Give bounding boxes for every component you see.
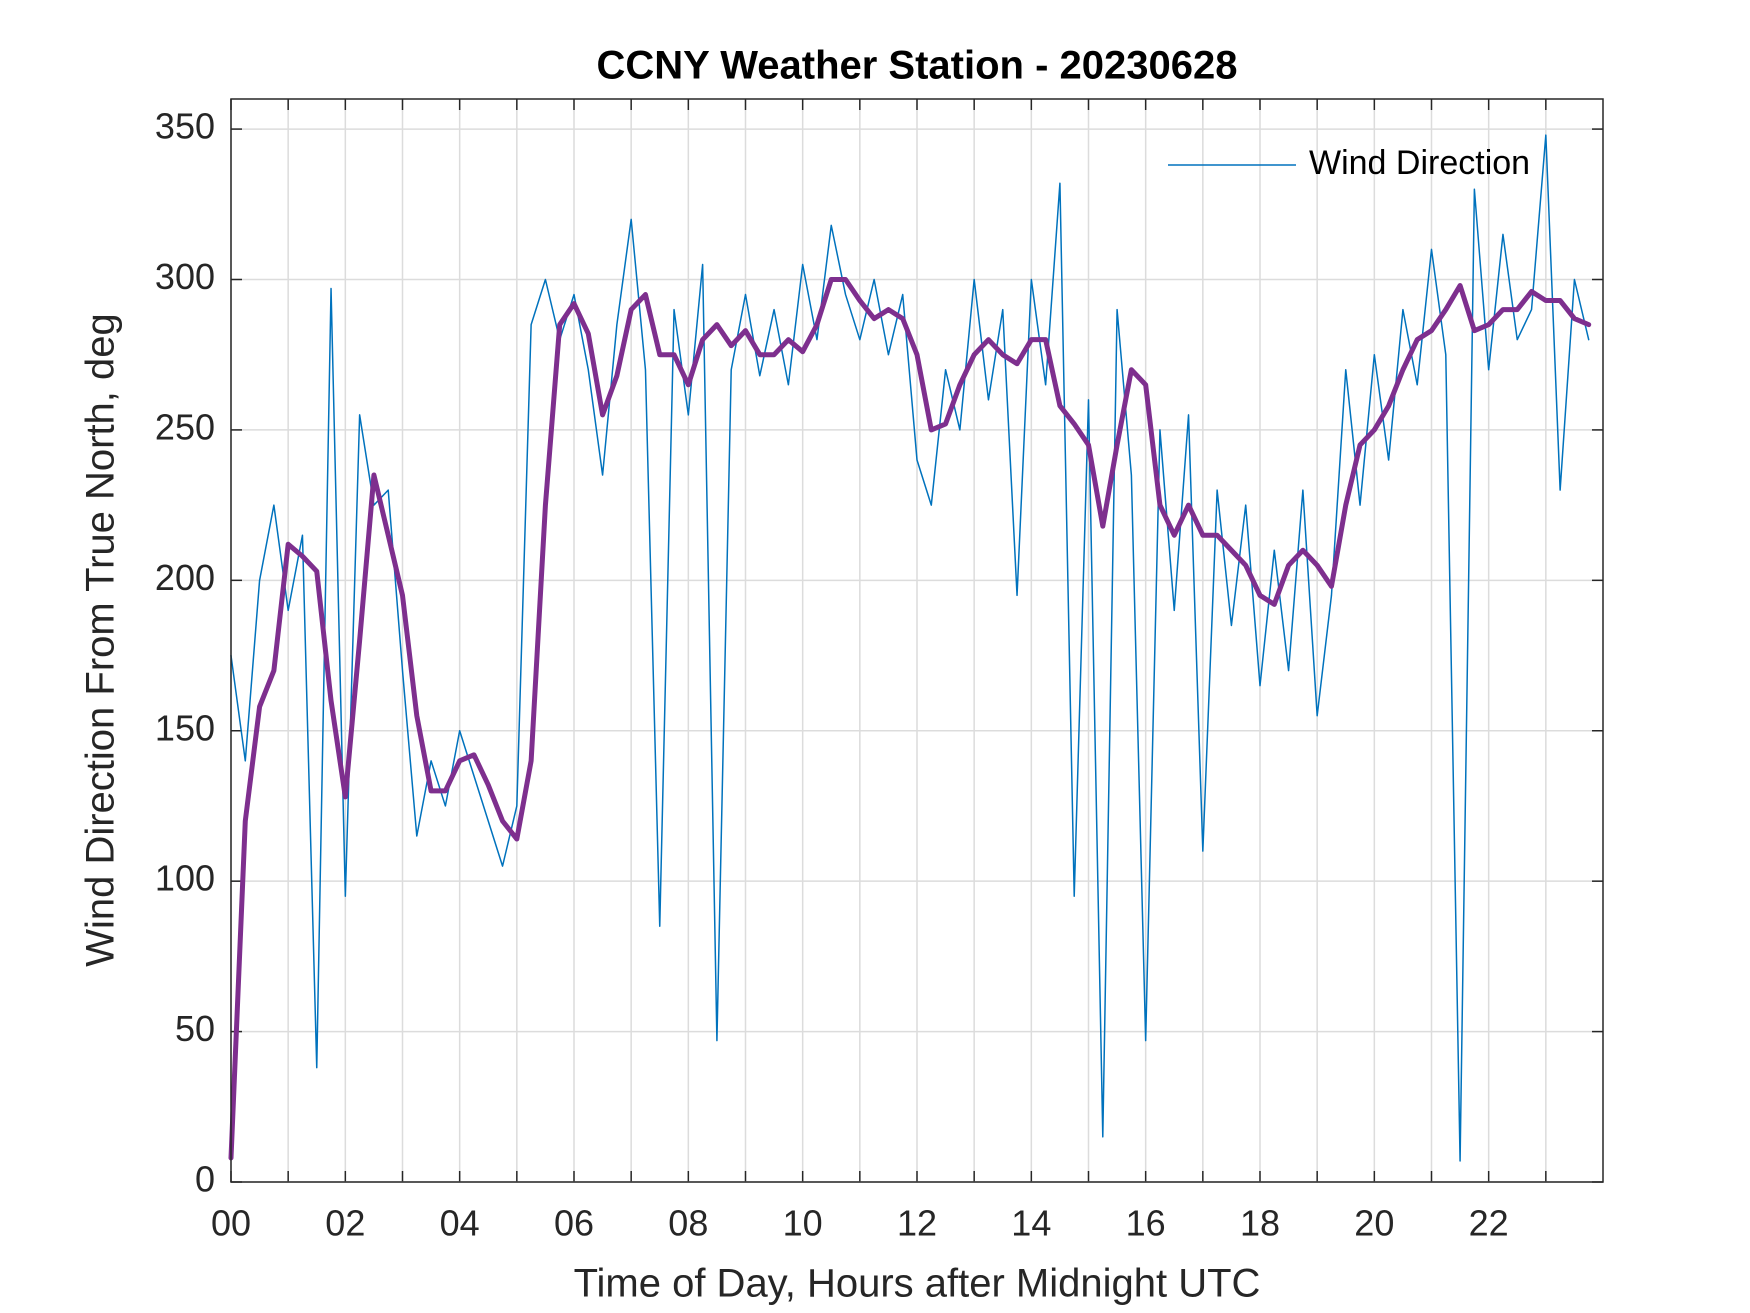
chart-title: CCNY Weather Station - 20230628 <box>597 44 1238 88</box>
x-tick-label: 00 <box>211 1203 251 1244</box>
x-tick-label: 08 <box>668 1203 708 1244</box>
y-tick-label: 250 <box>155 406 215 447</box>
x-tick-label: 18 <box>1240 1203 1280 1244</box>
y-tick-label: 100 <box>155 858 215 899</box>
y-tick-label: 0 <box>195 1159 215 1200</box>
line-series <box>228 277 1592 1161</box>
x-tick-label: 10 <box>783 1203 823 1244</box>
x-tick-label: 02 <box>325 1203 365 1244</box>
y-tick-label: 350 <box>155 106 215 147</box>
x-tick-label: 16 <box>1126 1203 1166 1244</box>
line-series <box>230 134 1590 1162</box>
y-tick-label: 50 <box>175 1008 215 1049</box>
x-tick-label: 12 <box>897 1203 937 1244</box>
x-tick-label: 14 <box>1011 1203 1051 1244</box>
y-tick-label: 150 <box>155 707 215 748</box>
x-axis-label: Time of Day, Hours after Midnight UTC <box>574 1262 1261 1306</box>
legend-label: Wind Direction <box>1309 144 1530 182</box>
x-tick-label: 20 <box>1354 1203 1394 1244</box>
axes-box <box>230 98 1604 1183</box>
y-tick-label: 200 <box>155 557 215 598</box>
x-tick-label: 06 <box>554 1203 594 1244</box>
y-axis-label: Wind Direction From True North, deg <box>79 313 123 967</box>
x-tick-label: 04 <box>440 1203 480 1244</box>
y-tick-label: 300 <box>155 256 215 297</box>
x-tick-label: 22 <box>1469 1203 1509 1244</box>
